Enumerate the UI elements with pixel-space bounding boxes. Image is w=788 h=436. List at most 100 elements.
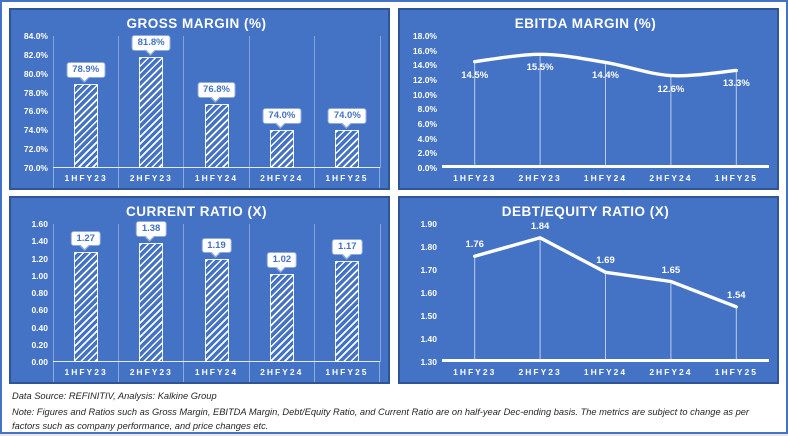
y-tick-label: 1.20 bbox=[31, 253, 48, 264]
x-axis: 1HFY23 2HFY23 1HFY24 2HFY24 1HFY25 bbox=[442, 362, 769, 382]
y-axis: 84.0% 82.0% 80.0% 78.0% 76.0% 74.0% 72.0% 70.0% bbox=[13, 31, 53, 173]
x-category-label: 2HFY24 bbox=[649, 367, 693, 377]
y-tick-label: 84.0% bbox=[23, 31, 48, 41]
vertical-gridline bbox=[117, 224, 119, 362]
x-axis-line bbox=[442, 359, 769, 362]
plot-area: 78.9% 81.8% 76.8% 74.0% 74.0% bbox=[52, 34, 381, 168]
x-axis: 1HFY23 2HFY23 1HFY24 2HFY24 1HFY25 bbox=[442, 168, 769, 188]
data-label-callout: 76.8% bbox=[197, 82, 236, 98]
y-tick-label: 10.0% bbox=[412, 89, 437, 100]
vertical-gridline bbox=[52, 36, 54, 168]
y-tick-label: 74.0% bbox=[23, 125, 48, 136]
data-label-callout: 1.27 bbox=[70, 230, 101, 247]
data-label: 15.5% bbox=[526, 62, 554, 74]
data-label-callout: 1.02 bbox=[266, 252, 298, 269]
chart-title: GROSS MARGIN (%) bbox=[126, 16, 267, 31]
x-category-label: 1HFY25 bbox=[315, 362, 381, 382]
vertical-gridline bbox=[248, 36, 250, 168]
data-label: 14.5% bbox=[461, 69, 489, 81]
x-category-label: 1HFY24 bbox=[184, 168, 250, 188]
y-tick-label: 80.0% bbox=[23, 68, 48, 79]
y-tick-label: 1.50 bbox=[420, 311, 437, 321]
data-label-callout: 81.8% bbox=[131, 34, 171, 51]
chart-body: 18.0% 16.0% 14.0% 12.0% 10.0% 8.0% 6.0% 4.0% 2.0… bbox=[402, 31, 769, 188]
y-tick-label: 1.40 bbox=[31, 236, 48, 247]
vertical-gridline bbox=[379, 224, 381, 362]
trend-line bbox=[475, 54, 737, 75]
y-tick-label: 1.30 bbox=[420, 357, 437, 367]
y-axis: 18.0% 16.0% 14.0% 12.0% 10.0% 8.0% 6.0% 4.0% 2.0… bbox=[402, 31, 442, 173]
y-tick-label: 1.40 bbox=[420, 334, 437, 344]
data-label: 1.54 bbox=[727, 289, 746, 301]
x-axis-line bbox=[442, 165, 769, 168]
data-label: 13.3% bbox=[722, 78, 750, 90]
y-tick-label: 1.60 bbox=[31, 219, 48, 229]
current-ratio-panel: CURRENT RATIO (X) 1.60 1.40 1.20 1.00 0.80 0.… bbox=[9, 196, 390, 384]
y-tick-label: 0.00 bbox=[31, 357, 48, 367]
x-category-label: 1HFY23 bbox=[453, 173, 497, 183]
vertical-gridline bbox=[314, 224, 316, 362]
y-tick-label: 4.0% bbox=[417, 133, 437, 144]
x-axis-line bbox=[53, 167, 380, 168]
data-label: 14.4% bbox=[592, 70, 619, 82]
x-category-label: 1HFY24 bbox=[184, 362, 250, 382]
data-label: 1.84 bbox=[530, 220, 550, 232]
chart-body: 1.90 1.80 1.70 1.60 1.50 1.40 1.30 1.76 1.84 1.6… bbox=[402, 219, 769, 382]
footnote: Data Source: REFINITIV, Analysis: Kalkin… bbox=[9, 384, 779, 436]
data-label-callout: 1.19 bbox=[201, 237, 232, 254]
y-tick-label: 0.80 bbox=[31, 288, 48, 298]
data-label-callout: 1.17 bbox=[332, 239, 363, 256]
x-category-label: 1HFY23 bbox=[53, 362, 120, 382]
y-axis: 1.60 1.40 1.20 1.00 0.80 0.60 0.40 0.20 0.00 bbox=[13, 219, 53, 367]
ebitda-margin-panel: EBITDA MARGIN (%) 18.0% 16.0% 14.0% 12.0% 10… bbox=[398, 8, 779, 190]
x-category-label: 1HFY24 bbox=[583, 173, 628, 183]
gross-margin-panel: GROSS MARGIN (%) 84.0% 82.0% 80.0% 78.0% 76.… bbox=[9, 8, 390, 190]
vertical-gridline bbox=[248, 224, 250, 362]
bar bbox=[139, 56, 164, 168]
y-tick-label: 82.0% bbox=[23, 49, 48, 60]
y-tick-label: 2.0% bbox=[417, 148, 437, 159]
x-category-label: 1HFY25 bbox=[714, 173, 758, 183]
chart-title: EBITDA MARGIN (%) bbox=[514, 16, 657, 31]
y-tick-label: 70.0% bbox=[23, 163, 48, 173]
vertical-gridline bbox=[314, 36, 316, 168]
trend-line-svg bbox=[442, 36, 769, 168]
vertical-gridline bbox=[379, 36, 381, 168]
x-category-label: 1HFY24 bbox=[583, 367, 628, 377]
vertical-gridline bbox=[183, 36, 185, 168]
x-category-label: 2HFY23 bbox=[518, 173, 562, 183]
y-tick-label: 16.0% bbox=[412, 45, 437, 56]
y-tick-label: 14.0% bbox=[412, 60, 437, 71]
x-category-label: 2HFY24 bbox=[250, 168, 315, 188]
y-tick-label: 1.00 bbox=[31, 270, 48, 281]
x-category-label: 2HFY23 bbox=[518, 367, 562, 377]
debt-equity-ratio-panel: DEBT/EQUITY RATIO (X) 1.90 1.80 1.70 1.60 1.… bbox=[398, 196, 779, 384]
x-category-label: 2HFY23 bbox=[119, 362, 185, 382]
y-tick-label: 1.60 bbox=[420, 288, 437, 298]
vertical-gridline bbox=[117, 36, 119, 168]
bar bbox=[73, 84, 98, 168]
bar bbox=[269, 130, 294, 168]
chart-body: 1.60 1.40 1.20 1.00 0.80 0.60 0.40 0.20 0.00 1.2… bbox=[13, 219, 381, 382]
data-label-callout: 78.9% bbox=[66, 62, 106, 79]
trend-line bbox=[475, 238, 737, 307]
y-tick-label: 12.0% bbox=[412, 75, 437, 85]
chart-title: DEBT/EQUITY RATIO (X) bbox=[501, 204, 670, 219]
y-tick-label: 1.80 bbox=[420, 242, 437, 252]
chart-title: CURRENT RATIO (X) bbox=[126, 204, 267, 219]
y-tick-label: 1.90 bbox=[420, 219, 437, 229]
charts-grid: GROSS MARGIN (%) 84.0% 82.0% 80.0% 78.0% 76.… bbox=[9, 8, 779, 384]
x-category-label: 1HFY23 bbox=[453, 367, 497, 377]
chart-body: 84.0% 82.0% 80.0% 78.0% 76.0% 74.0% 72.0% 70.0%… bbox=[13, 31, 381, 188]
y-tick-label: 6.0% bbox=[417, 119, 437, 129]
bar bbox=[73, 252, 98, 362]
bar bbox=[204, 103, 229, 168]
x-category-label: 2HFY23 bbox=[119, 168, 185, 188]
vertical-gridline bbox=[183, 224, 185, 362]
y-tick-label: 0.20 bbox=[31, 339, 48, 350]
vertical-gridline bbox=[52, 224, 54, 362]
y-tick-label: 18.0% bbox=[412, 31, 437, 41]
data-label: 1.69 bbox=[596, 255, 615, 267]
x-category-label: 2HFY24 bbox=[649, 173, 693, 183]
